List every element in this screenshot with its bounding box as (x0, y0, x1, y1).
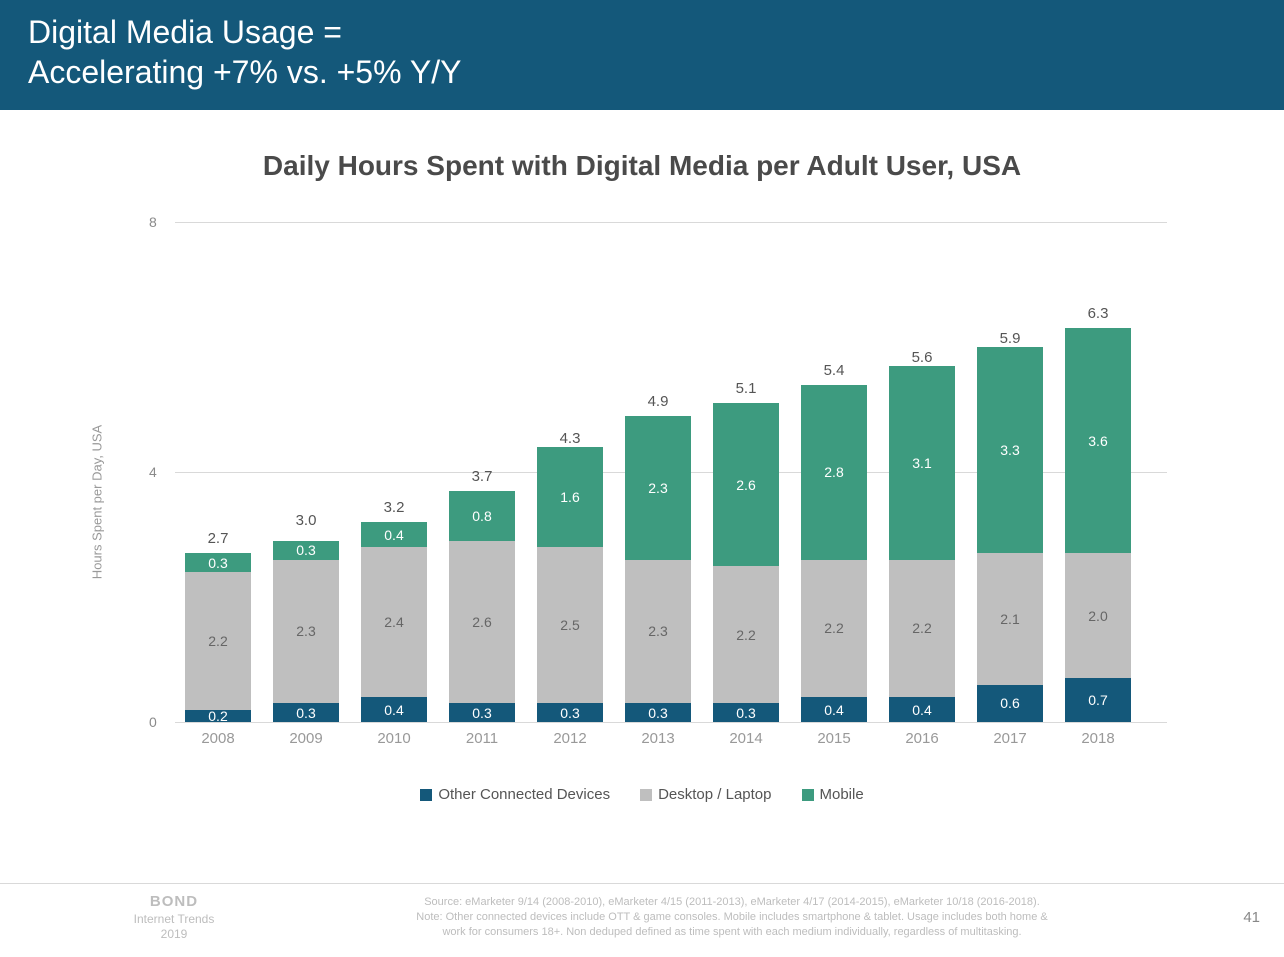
bar-total-label: 3.2 (361, 499, 427, 516)
bar-segment-other: 0.4 (889, 697, 955, 722)
bar-segment-desktop: 2.0 (1065, 553, 1131, 678)
bar-segment-other: 0.2 (185, 710, 251, 723)
bar-segment-other: 0.3 (713, 703, 779, 722)
legend-label-other: Other Connected Devices (438, 786, 610, 803)
y-tick-label: 0 (149, 714, 157, 730)
bar-group: 6.30.72.03.6 (1065, 328, 1131, 722)
bar-segment-mobile: 3.1 (889, 366, 955, 560)
bar-segment-desktop: 2.2 (713, 566, 779, 704)
y-tick-label: 8 (149, 214, 157, 230)
footer-brand: BOND Internet Trends 2019 (24, 892, 324, 943)
bar-total-label: 2.7 (185, 530, 251, 547)
bar-group: 3.70.32.60.8 (449, 491, 515, 722)
chart-area: Daily Hours Spent with Digital Media per… (0, 110, 1284, 803)
gridline (175, 722, 1167, 723)
bar-segment-desktop: 2.2 (889, 560, 955, 698)
slide-footer: BOND Internet Trends 2019 Source: eMarke… (0, 883, 1284, 957)
chart-legend: Other Connected Devices Desktop / Laptop… (60, 786, 1224, 803)
title-line-1: Digital Media Usage = (28, 14, 342, 50)
chart-plot: 2.70.22.20.33.00.32.30.33.20.42.40.43.70… (175, 222, 1167, 722)
bar-group: 5.40.42.22.8 (801, 385, 867, 723)
bar-total-label: 5.9 (977, 330, 1043, 347)
x-tick-label: 2012 (537, 730, 603, 747)
x-tick-label: 2014 (713, 730, 779, 747)
legend-label-mobile: Mobile (820, 786, 864, 803)
page-number: 41 (1140, 909, 1260, 926)
bar-segment-mobile: 2.3 (625, 416, 691, 560)
x-tick-label: 2013 (625, 730, 691, 747)
bar-segment-mobile: 0.4 (361, 522, 427, 547)
bar-total-label: 3.7 (449, 468, 515, 485)
bar-total-label: 5.4 (801, 362, 867, 379)
bar-total-label: 4.9 (625, 393, 691, 410)
bar-segment-mobile: 0.8 (449, 491, 515, 541)
x-tick-label: 2017 (977, 730, 1043, 747)
bar-group: 5.10.32.22.6 (713, 403, 779, 722)
bar-group: 4.90.32.32.3 (625, 416, 691, 722)
source-line-2: Note: Other connected devices include OT… (324, 910, 1140, 925)
source-line-1: Source: eMarketer 9/14 (2008-2010), eMar… (324, 895, 1140, 910)
swatch-desktop (640, 789, 652, 801)
chart-title: Daily Hours Spent with Digital Media per… (60, 150, 1224, 182)
bar-segment-other: 0.3 (449, 703, 515, 722)
bar-total-label: 5.6 (889, 349, 955, 366)
bar-segment-other: 0.7 (1065, 678, 1131, 722)
source-line-3: work for consumers 18+. Non deduped defi… (324, 925, 1140, 940)
bar-segment-mobile: 1.6 (537, 447, 603, 547)
bar-group: 3.00.32.30.3 (273, 541, 339, 722)
footer-source: Source: eMarketer 9/14 (2008-2010), eMar… (324, 895, 1140, 940)
bar-group: 3.20.42.40.4 (361, 522, 427, 722)
bar-segment-desktop: 2.5 (537, 547, 603, 703)
bar-group: 2.70.22.20.3 (185, 553, 251, 722)
bar-segment-other: 0.3 (537, 703, 603, 722)
bar-segment-desktop: 2.6 (449, 541, 515, 704)
bar-segment-other: 0.4 (801, 697, 867, 722)
slide-header: Digital Media Usage = Accelerating +7% v… (0, 0, 1284, 110)
bar-segment-mobile: 0.3 (185, 553, 251, 572)
y-tick-label: 4 (149, 464, 157, 480)
x-tick-label: 2009 (273, 730, 339, 747)
slide-title: Digital Media Usage = Accelerating +7% v… (28, 12, 1256, 92)
y-axis-label: Hours Spent per Day, USA (90, 425, 105, 579)
bar-group: 5.60.42.23.1 (889, 366, 955, 722)
x-tick-label: 2018 (1065, 730, 1131, 747)
bar-segment-mobile: 2.6 (713, 403, 779, 566)
chart-container: Hours Spent per Day, USA 048 2.70.22.20.… (117, 222, 1167, 782)
legend-item-other: Other Connected Devices (420, 786, 610, 803)
bar-segment-other: 0.6 (977, 685, 1043, 723)
bar-segment-other: 0.3 (273, 703, 339, 722)
legend-item-desktop: Desktop / Laptop (640, 786, 771, 803)
x-tick-label: 2011 (449, 730, 515, 747)
bar-segment-mobile: 3.3 (977, 347, 1043, 553)
bar-total-label: 4.3 (537, 430, 603, 447)
bar-total-label: 6.3 (1065, 305, 1131, 322)
swatch-mobile (802, 789, 814, 801)
bar-segment-desktop: 2.2 (801, 560, 867, 698)
bar-segment-desktop: 2.3 (625, 560, 691, 704)
bar-segment-desktop: 2.1 (977, 553, 1043, 684)
bar-segment-desktop: 2.4 (361, 547, 427, 697)
bar-segment-mobile: 3.6 (1065, 328, 1131, 553)
bar-segment-desktop: 2.3 (273, 560, 339, 704)
x-tick-label: 2010 (361, 730, 427, 747)
bar-total-label: 3.0 (273, 512, 339, 529)
bar-segment-mobile: 2.8 (801, 385, 867, 560)
bar-segment-other: 0.3 (625, 703, 691, 722)
title-line-2: Accelerating +7% vs. +5% Y/Y (28, 54, 461, 90)
legend-label-desktop: Desktop / Laptop (658, 786, 771, 803)
bar-group: 5.90.62.13.3 (977, 347, 1043, 722)
brand-sub-1: Internet Trends (24, 912, 324, 928)
brand-sub-2: 2019 (24, 927, 324, 943)
x-tick-label: 2015 (801, 730, 867, 747)
bar-segment-mobile: 0.3 (273, 541, 339, 560)
bar-total-label: 5.1 (713, 380, 779, 397)
bar-segment-other: 0.4 (361, 697, 427, 722)
bar-group: 4.30.32.51.6 (537, 447, 603, 722)
brand-name: BOND (24, 892, 324, 912)
legend-item-mobile: Mobile (802, 786, 864, 803)
x-tick-label: 2008 (185, 730, 251, 747)
swatch-other (420, 789, 432, 801)
x-tick-label: 2016 (889, 730, 955, 747)
bar-segment-desktop: 2.2 (185, 572, 251, 710)
